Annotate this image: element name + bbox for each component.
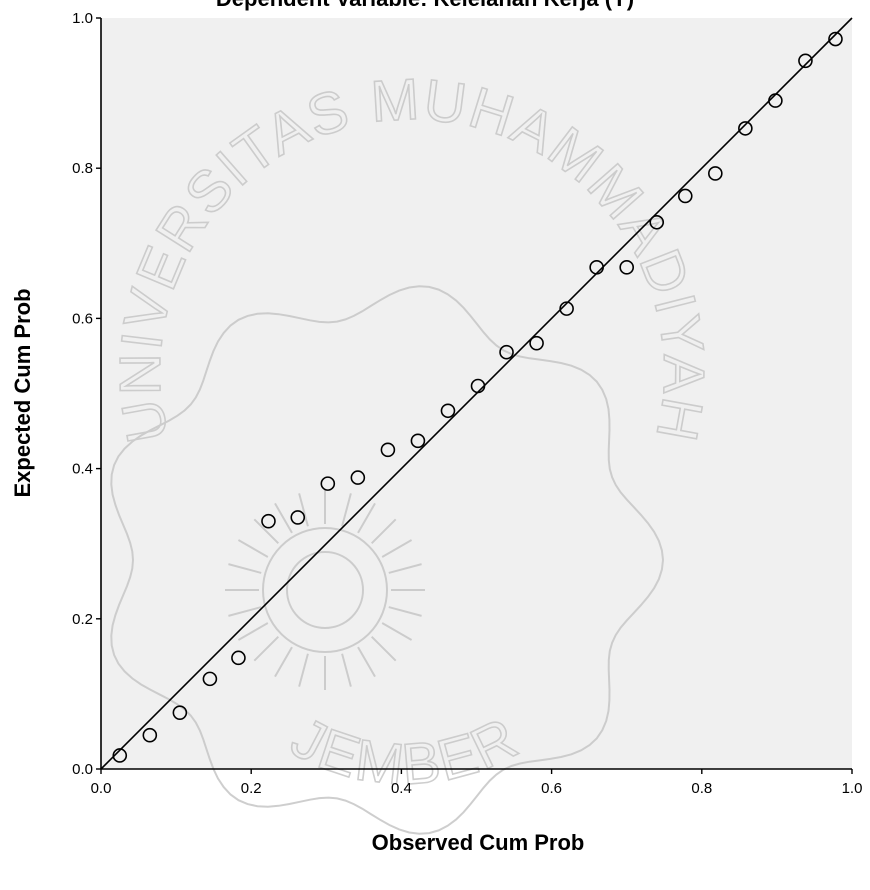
seal-ray [381,622,413,641]
data-point [649,214,665,230]
y-tick-label: 0.0 [72,761,93,778]
x-axis-title: Observed Cum Prob [372,830,585,855]
seal-ray [253,635,280,662]
seal-ray [274,502,293,534]
x-tick-label: 1.0 [842,780,863,797]
seal-ray [381,539,413,558]
seal-center-core [286,551,364,629]
data-point [172,705,188,720]
data-point [619,260,635,275]
data-point [708,166,723,181]
data-point [231,650,246,666]
data-point [529,335,544,351]
y-axis-ticks: 0.0 0.2 0.4 0.6 0.8 1.0 [72,10,101,778]
data-point [320,476,336,491]
seal-ray [388,606,422,617]
seal-ray [341,493,352,527]
x-axis-ticks: 0.0 0.2 0.4 0.6 0.8 1.0 [91,769,863,797]
data-point [499,344,514,360]
seal-ray [388,563,422,574]
x-tick-label: 0.8 [691,780,712,797]
seal-ray [370,635,397,662]
data-point [768,93,783,108]
seal-ray [298,493,309,527]
data-point [142,727,158,743]
x-tick-label: 0.0 [91,780,112,797]
data-point [290,510,306,525]
reference-diagonal-line [100,17,853,770]
data-point [350,470,366,485]
y-tick-label: 0.6 [72,310,93,327]
seal-sun-rays [225,490,425,690]
data-points [112,31,843,763]
seal-ray [228,606,262,617]
data-point [112,748,128,763]
seal-ray [341,653,352,687]
y-tick-label: 0.4 [72,461,93,478]
y-tick-label: 0.2 [72,611,93,628]
seal-ray [357,646,376,678]
data-point [261,513,276,529]
data-point [589,260,604,275]
data-point [677,188,693,204]
y-tick-label: 0.8 [72,160,93,177]
seal-ray [253,518,280,545]
seal-ray [237,622,269,641]
seal-center-ring [262,527,388,653]
x-tick-label: 0.2 [241,780,262,797]
data-point [440,403,456,419]
seal-ray [357,502,376,534]
seal-ray [237,539,269,558]
y-axis-title: Expected Cum Prob [10,288,35,497]
x-tick-label: 0.4 [391,780,412,797]
data-point [828,31,843,47]
data-point [470,378,486,394]
chart-title: Dependent Variable: Kelelahan Kerja (Y) [216,0,634,11]
seal-ray [298,653,309,687]
data-point [559,301,574,316]
seal-ray [370,518,397,545]
seal-ray [274,646,293,678]
data-point [798,53,813,69]
y-tick-label: 1.0 [72,10,93,27]
seal-ray [228,563,262,574]
data-point [738,121,753,136]
data-point [202,671,218,687]
data-point [410,433,426,449]
data-point [380,442,396,458]
x-tick-label: 0.6 [541,780,562,797]
